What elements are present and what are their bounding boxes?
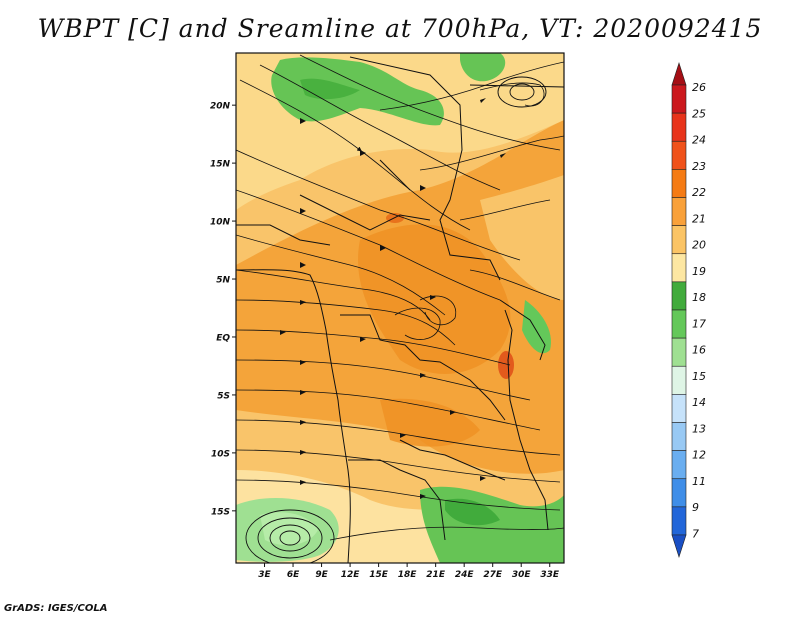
colorbar-swatch [671,422,687,451]
lon-label: 9E [315,570,328,580]
anticyclone-swirl [497,76,547,108]
colorbar-swatch [671,506,687,536]
lon-label: 24E [455,570,475,580]
boundaries [236,56,564,563]
chart-title: WBPT [C] and Sreamline at 700hPa, VT: 20… [37,14,763,43]
lon-label: 30E [512,570,532,580]
lat-label: 10S [211,449,230,459]
wbpt-field [236,53,564,563]
colorbar-label: 26 [692,81,706,94]
colorbar-swatch [671,394,687,423]
colorbar-label: 25 [692,107,706,120]
colorbar-label: 14 [692,396,706,409]
colorbar-swatch [671,225,687,255]
wbpt-17-northeast [460,53,506,82]
lon-label: 21E [426,570,446,580]
colorbar-swatch [671,112,687,142]
lat-label: 15S [211,507,230,517]
streamline-arrows [280,98,506,499]
colorbar-label: 24 [692,134,706,147]
latitude-axis: 20N 15N 10N 5N EQ 5S 10S 15S [210,102,236,517]
colorbar-label: 11 [692,475,706,488]
lon-label: 18E [398,570,418,580]
lat-label: 20N [210,102,231,112]
wbpt-23-spot [498,351,514,379]
colorbar-swatch [671,253,687,283]
colorbar-label: 17 [692,317,706,330]
colorbar-swatch [671,140,687,170]
longitude-axis: 3E 6E 9E 12E 15E 18E 21E 24E 27E 30E 33E [258,563,560,580]
colorbar-label: 9 [692,501,699,514]
wbpt-17-east [522,300,551,354]
lat-label: 5N [216,276,230,286]
colorbar-label: 15 [692,370,706,383]
wbpt-18-north [300,78,360,100]
colorbar-label: 16 [692,344,706,357]
colorbar-label: 21 [692,212,706,225]
colorbar-swatch [671,450,687,480]
cyclone-swirl [245,509,335,563]
colorbar-swatch [671,309,687,339]
lat-label: 10N [210,218,231,228]
lon-label: 33E [540,570,560,580]
colorbar-label: 12 [692,449,706,462]
colorbar-label: 7 [692,527,699,540]
lon-label: 6E [287,570,300,580]
colorbar-swatch [671,365,687,395]
colorbar-label: 13 [692,422,706,435]
colorbar-swatch [671,197,687,226]
colorbar-bottom-arrow [671,534,687,558]
lat-label: 15N [210,160,231,170]
colorbar-label: 20 [692,239,706,252]
colorbar-swatch [671,337,687,367]
colorbar-swatch [671,478,687,508]
colorbar-label: 23 [692,160,706,173]
colorbar-swatch [671,281,687,311]
lat-label: 5S [217,391,230,401]
wbpt-18-southeast [445,498,500,526]
colorbar-swatch [671,84,687,114]
grads-credit: GrADS: IGES/COLA [4,603,108,614]
lon-label: 12E [341,570,361,580]
lon-label: 3E [258,570,271,580]
colorbar-label: 22 [692,186,706,199]
wbpt-22-region [358,224,511,374]
lon-label: 27E [483,570,503,580]
lat-label: EQ [216,333,230,343]
map-frame [235,52,565,564]
colorbar-label: 18 [692,291,706,304]
colorbar: 26 25 24 23 22 21 20 19 18 17 16 15 14 13 12 11 9 7 [671,62,706,558]
colorbar-swatch [671,169,687,198]
streamlines [236,54,564,541]
wbpt-19-east [480,175,564,300]
lon-label: 15E [369,570,389,580]
colorbar-top-arrow [671,62,687,86]
colorbar-label: 19 [692,265,706,278]
